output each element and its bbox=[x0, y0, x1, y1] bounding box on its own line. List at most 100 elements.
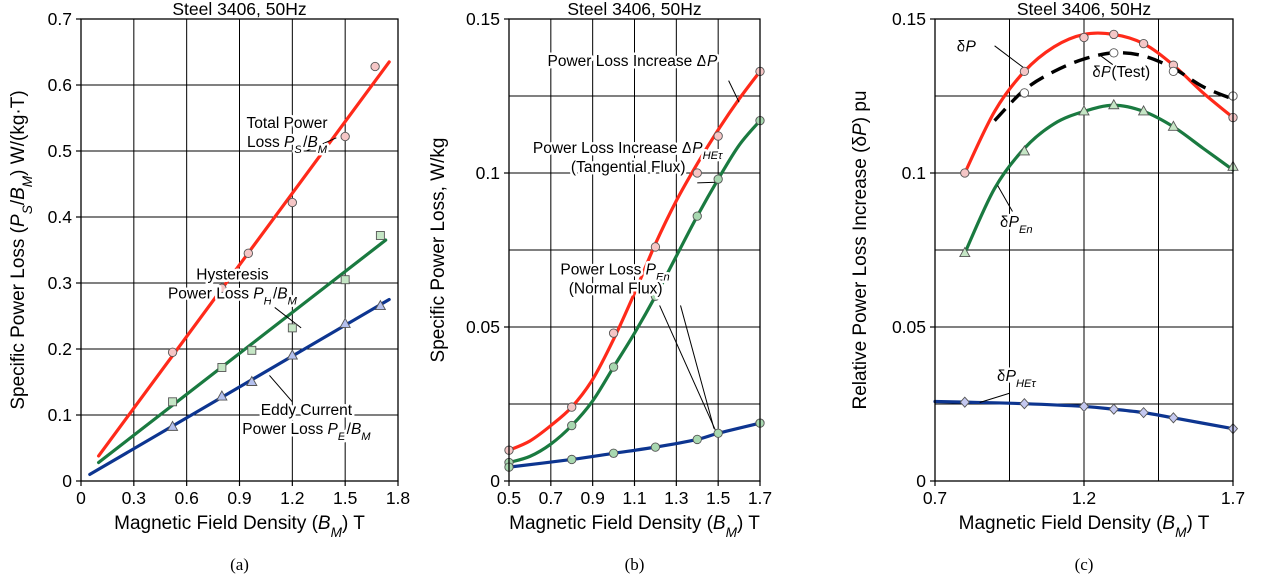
y-tick-label: 0.1 bbox=[902, 163, 926, 183]
x-tick-label: 1.7 bbox=[748, 488, 772, 508]
annotation-pointer bbox=[697, 182, 716, 183]
x-tick-label: 0.5 bbox=[497, 488, 521, 508]
annotation-label: (Tangential Flux) bbox=[571, 159, 686, 176]
annotation-label: Eddy Current bbox=[261, 402, 353, 419]
gridlines bbox=[509, 19, 760, 481]
data-point-dPtest bbox=[1020, 89, 1028, 97]
data-point-dPHEt bbox=[693, 212, 701, 220]
data-point-PEn bbox=[693, 435, 701, 443]
y-axis-label: Relative Power Loss Increase (δP) pu bbox=[850, 91, 871, 410]
data-point-dPHEt bbox=[714, 175, 722, 183]
y-tick-label: 0 bbox=[62, 471, 72, 491]
chart-b: 0.5 0.7 0.9 1.1 1.3 1.5 1.7 0 0.05 0.1 0.15 Steel 3… bbox=[428, 0, 772, 574]
y-tick-label: 0.5 bbox=[48, 141, 72, 161]
data-point-dPHEt bbox=[960, 397, 969, 407]
y-tick-label: 0.15 bbox=[892, 9, 926, 29]
data-point-hysteresis bbox=[376, 231, 384, 239]
data-point-total bbox=[244, 249, 252, 257]
data-point-PEn bbox=[651, 443, 659, 451]
x-tick-label: 0.7 bbox=[923, 488, 947, 508]
chart-a: 0 0.3 0.6 0.9 1.2 1.5 1.8 0 0.1 0.2 0.3 0.4 0.5 0.6 0.… bbox=[8, 0, 410, 574]
y-axis-label: Specific Power Loss (PS/BM) W/(kg·T) bbox=[8, 90, 35, 409]
chart-title: Steel 3406, 50Hz bbox=[172, 0, 306, 19]
x-tick-label: 1.8 bbox=[386, 488, 410, 508]
annotation-pointer bbox=[980, 393, 1010, 402]
data-point-dPHEt bbox=[1139, 408, 1148, 418]
x-tick-label: 1.5 bbox=[333, 488, 357, 508]
y-tick-label: 0.05 bbox=[892, 317, 926, 337]
annotation-label: Total Power bbox=[247, 115, 328, 132]
annotation-label: δPEn bbox=[1000, 214, 1034, 236]
data-point-PEn bbox=[714, 429, 722, 437]
data-point-hysteresis bbox=[169, 398, 177, 406]
data-point-dP bbox=[568, 403, 576, 411]
x-tick-label: 1.2 bbox=[1072, 488, 1096, 508]
annotation-pointer bbox=[660, 305, 716, 431]
data-point-dP bbox=[1139, 39, 1147, 47]
y-tick-label: 0.1 bbox=[48, 405, 72, 425]
data-point-dPHEt bbox=[1080, 401, 1089, 411]
annotation-pointer bbox=[729, 81, 739, 103]
data-point-dP bbox=[961, 169, 969, 177]
data-point-dPHEt bbox=[1020, 399, 1029, 409]
annotation-label: δP bbox=[957, 38, 977, 55]
chart-title: Steel 3406, 50Hz bbox=[567, 0, 701, 19]
y-tick-label: 0.3 bbox=[48, 273, 72, 293]
x-tick-label: 0.6 bbox=[175, 488, 199, 508]
annotation-label: δPHEτ bbox=[997, 368, 1037, 390]
data-point-dPHEt bbox=[1109, 404, 1118, 414]
data-point-dP bbox=[693, 169, 701, 177]
data-point-dPHEt bbox=[609, 363, 617, 371]
data-point-dP bbox=[1080, 33, 1088, 41]
data-point-dP bbox=[609, 329, 617, 337]
figure-caption: (c) bbox=[1075, 555, 1094, 574]
x-tick-label: 0.9 bbox=[581, 488, 605, 508]
annotation-label: Power Loss PE /BM bbox=[242, 421, 371, 443]
annotation-label: Hysteresis bbox=[196, 267, 269, 284]
x-tick-label: 1.2 bbox=[280, 488, 304, 508]
chart-c: 0.7 1.2 1.7 0 0.05 0.1 0.15 Steel 3406, 50Hz Mag… bbox=[850, 0, 1245, 574]
x-tick-label: 0.9 bbox=[227, 488, 251, 508]
x-tick-label: 1.3 bbox=[664, 488, 688, 508]
annotation-pointer bbox=[998, 185, 1013, 211]
data-point-hysteresis bbox=[218, 363, 226, 371]
y-tick-label: 0.05 bbox=[466, 317, 500, 337]
annotation-pointer bbox=[681, 305, 714, 428]
data-point-hysteresis bbox=[248, 346, 256, 354]
figure-caption: (a) bbox=[230, 555, 249, 574]
x-tick-label: 1.1 bbox=[622, 488, 646, 508]
chart-title: Steel 3406, 50Hz bbox=[1017, 0, 1151, 19]
data-point-dPtest bbox=[1169, 67, 1177, 75]
annotation-label: δP(Test) bbox=[1092, 64, 1150, 81]
data-point-dP bbox=[1020, 67, 1028, 75]
data-point-PEn bbox=[568, 455, 576, 463]
x-tick-label: 0.3 bbox=[122, 488, 146, 508]
y-tick-label: 0 bbox=[916, 471, 926, 491]
y-tick-label: 0.4 bbox=[48, 207, 73, 227]
annotation-label: Power Loss PH /BM bbox=[168, 286, 298, 308]
data-point-PEn bbox=[609, 449, 617, 457]
x-tick-label: 1.7 bbox=[1221, 488, 1245, 508]
x-tick-label: 0.7 bbox=[539, 488, 563, 508]
y-tick-label: 0.6 bbox=[48, 75, 72, 95]
data-point-dPtest bbox=[1110, 49, 1118, 57]
data-point-dP bbox=[1110, 30, 1118, 38]
data-point-dP bbox=[714, 132, 722, 140]
x-axis-label: Magnetic Field Density (BM) T bbox=[959, 513, 1210, 540]
x-axis-label: Magnetic Field Density (BM) T bbox=[114, 513, 365, 540]
y-tick-label: 0.2 bbox=[48, 339, 72, 359]
data-point-total bbox=[288, 198, 296, 206]
x-tick-label: 0 bbox=[76, 488, 86, 508]
y-axis-label: Specific Power Loss, W/kg bbox=[428, 138, 449, 363]
y-tick-label: 0.15 bbox=[466, 9, 500, 29]
data-point-hysteresis bbox=[288, 324, 296, 332]
y-tick-label: 0.1 bbox=[476, 163, 500, 183]
annotation-label: (Normal Flux) bbox=[569, 281, 663, 298]
data-point-total bbox=[168, 348, 176, 356]
x-axis-label: Magnetic Field Density (BM) T bbox=[509, 513, 760, 540]
y-tick-label: 0.7 bbox=[48, 9, 72, 29]
data-point-hysteresis bbox=[341, 276, 349, 284]
data-point-dPHEt bbox=[568, 421, 576, 429]
x-tick-label: 1.5 bbox=[706, 488, 730, 508]
